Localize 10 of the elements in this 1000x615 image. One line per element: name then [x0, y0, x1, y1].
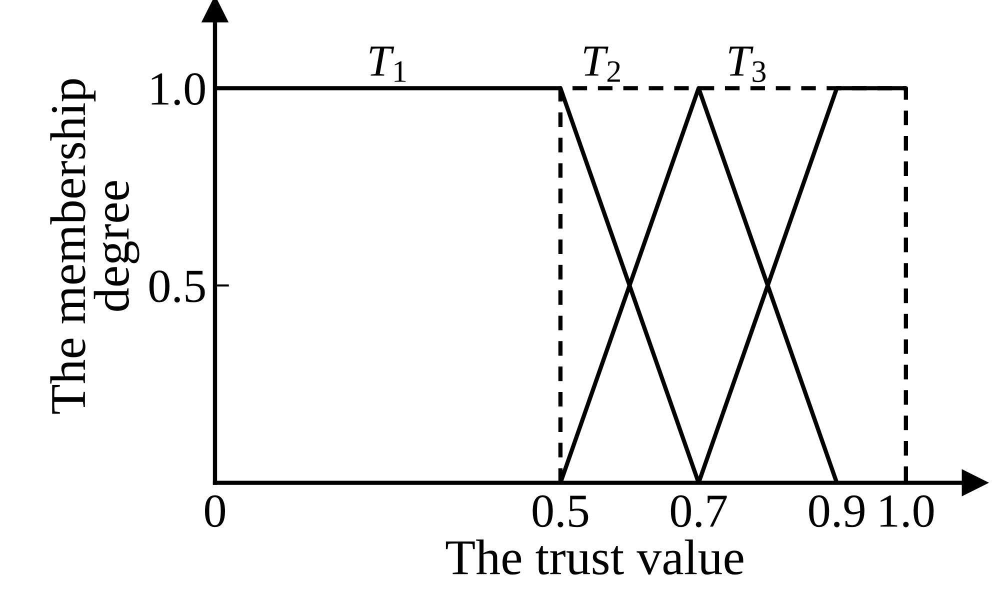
x-axis-title: The trust value — [446, 539, 744, 575]
x-tick-label: 0.5 — [532, 495, 588, 528]
x-tick-label: 1.0 — [880, 495, 934, 528]
x-tick-label: 0 — [204, 495, 226, 528]
annotation: T$_{2}$ — [584, 46, 620, 82]
y-axis-title: The membership degree — [50, 79, 140, 414]
x-tick-label: 0.9 — [809, 495, 864, 528]
annotation: T$_{1}$ — [370, 46, 406, 82]
x-tick-label: 0.7 — [670, 495, 727, 528]
annotation: T$_{3}$ — [729, 46, 766, 82]
